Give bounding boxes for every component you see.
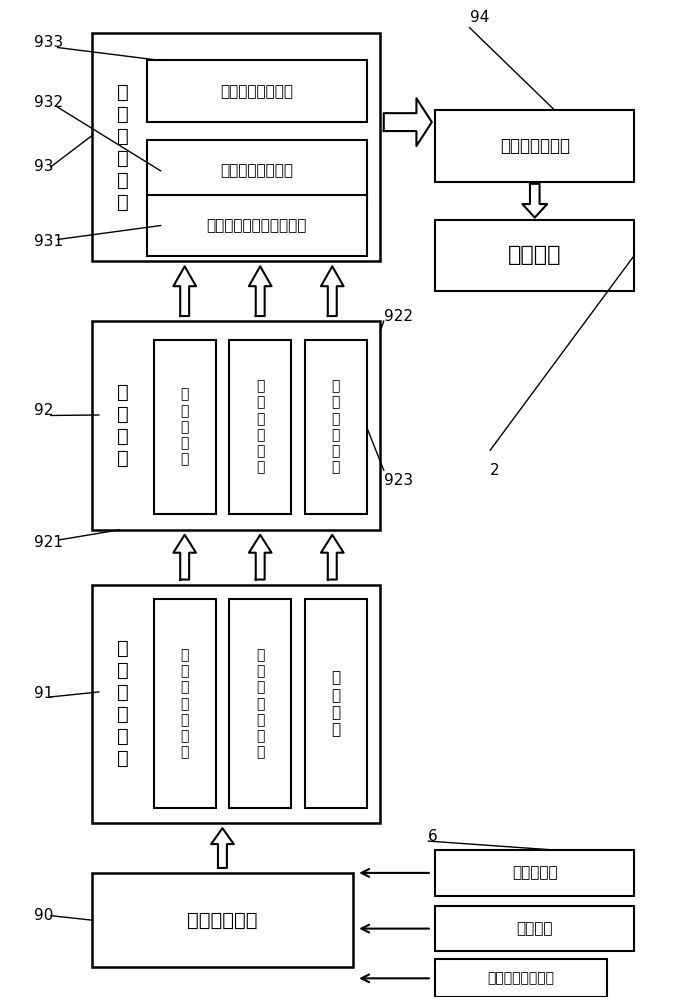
Polygon shape — [321, 266, 344, 286]
Text: 液体参数: 液体参数 — [516, 921, 553, 936]
FancyBboxPatch shape — [435, 220, 635, 291]
FancyBboxPatch shape — [92, 873, 353, 967]
Polygon shape — [249, 266, 271, 286]
Polygon shape — [256, 553, 264, 580]
Text: 2: 2 — [490, 463, 500, 478]
Polygon shape — [174, 535, 196, 553]
Polygon shape — [384, 113, 417, 131]
Text: 脉冲数量命令单元: 脉冲数量命令单元 — [220, 84, 293, 99]
Text: 注射器的机械参数: 注射器的机械参数 — [488, 971, 554, 985]
Polygon shape — [522, 204, 547, 218]
Polygon shape — [180, 553, 189, 580]
Polygon shape — [249, 535, 271, 553]
Text: 923: 923 — [384, 473, 413, 488]
Polygon shape — [211, 828, 234, 844]
Text: 921: 921 — [34, 535, 63, 550]
Text: 931: 931 — [34, 234, 63, 249]
Text: 脉冲频率变化率命令单元: 脉冲频率变化率命令单元 — [207, 218, 307, 233]
Text: 驱动电机: 驱动电机 — [508, 245, 561, 265]
Text: 92: 92 — [34, 403, 53, 418]
Text: 电机驱动控制器: 电机驱动控制器 — [500, 137, 570, 155]
FancyBboxPatch shape — [147, 140, 367, 202]
FancyBboxPatch shape — [229, 599, 291, 808]
Text: 6: 6 — [428, 829, 438, 844]
Text: 流体分析单元: 流体分析单元 — [188, 911, 257, 930]
Polygon shape — [256, 286, 264, 316]
FancyBboxPatch shape — [435, 110, 635, 182]
Text: 位
置
控
制
单
元: 位 置 控 制 单 元 — [331, 379, 340, 474]
Text: 脉冲频率命令单元: 脉冲频率命令单元 — [220, 163, 293, 178]
Polygon shape — [180, 286, 189, 316]
FancyBboxPatch shape — [154, 340, 216, 514]
Polygon shape — [530, 184, 540, 204]
Text: 91: 91 — [34, 686, 53, 701]
Text: 流
体
决
策
单
元: 流 体 决 策 单 元 — [117, 639, 129, 768]
FancyBboxPatch shape — [147, 195, 367, 256]
FancyBboxPatch shape — [304, 340, 367, 514]
Text: 位移传感器: 位移传感器 — [512, 865, 558, 880]
FancyBboxPatch shape — [92, 33, 381, 261]
Polygon shape — [328, 286, 337, 316]
FancyBboxPatch shape — [92, 321, 381, 530]
Text: 932: 932 — [34, 95, 63, 110]
FancyBboxPatch shape — [92, 585, 381, 823]
FancyBboxPatch shape — [435, 850, 635, 896]
FancyBboxPatch shape — [435, 906, 635, 951]
Text: 力
控
制
单
元: 力 控 制 单 元 — [181, 388, 189, 466]
Text: 93: 93 — [34, 159, 53, 174]
Text: 注
射
流
断
点
控
制: 注 射 流 断 点 控 制 — [181, 648, 189, 759]
Text: 层
流
控
制
单
元: 层 流 控 制 单 元 — [256, 379, 264, 474]
Text: 位
置
控
制: 位 置 控 制 — [331, 670, 340, 737]
Polygon shape — [417, 98, 432, 146]
Text: 933: 933 — [34, 35, 63, 50]
Text: 94: 94 — [470, 10, 489, 25]
Polygon shape — [328, 553, 337, 580]
Polygon shape — [174, 266, 196, 286]
FancyBboxPatch shape — [304, 599, 367, 808]
Text: 运
动
命
令
单
元: 运 动 命 令 单 元 — [117, 82, 129, 211]
Text: 922: 922 — [384, 309, 412, 324]
FancyBboxPatch shape — [154, 599, 216, 808]
FancyBboxPatch shape — [147, 60, 367, 122]
Polygon shape — [218, 844, 227, 868]
FancyBboxPatch shape — [229, 340, 291, 514]
Polygon shape — [321, 535, 344, 553]
Text: 控
制
单
元: 控 制 单 元 — [117, 383, 129, 468]
Text: 层
流
／
湍
流
控
制: 层 流 ／ 湍 流 控 制 — [256, 648, 264, 759]
FancyBboxPatch shape — [435, 959, 607, 997]
Text: 90: 90 — [34, 908, 53, 923]
